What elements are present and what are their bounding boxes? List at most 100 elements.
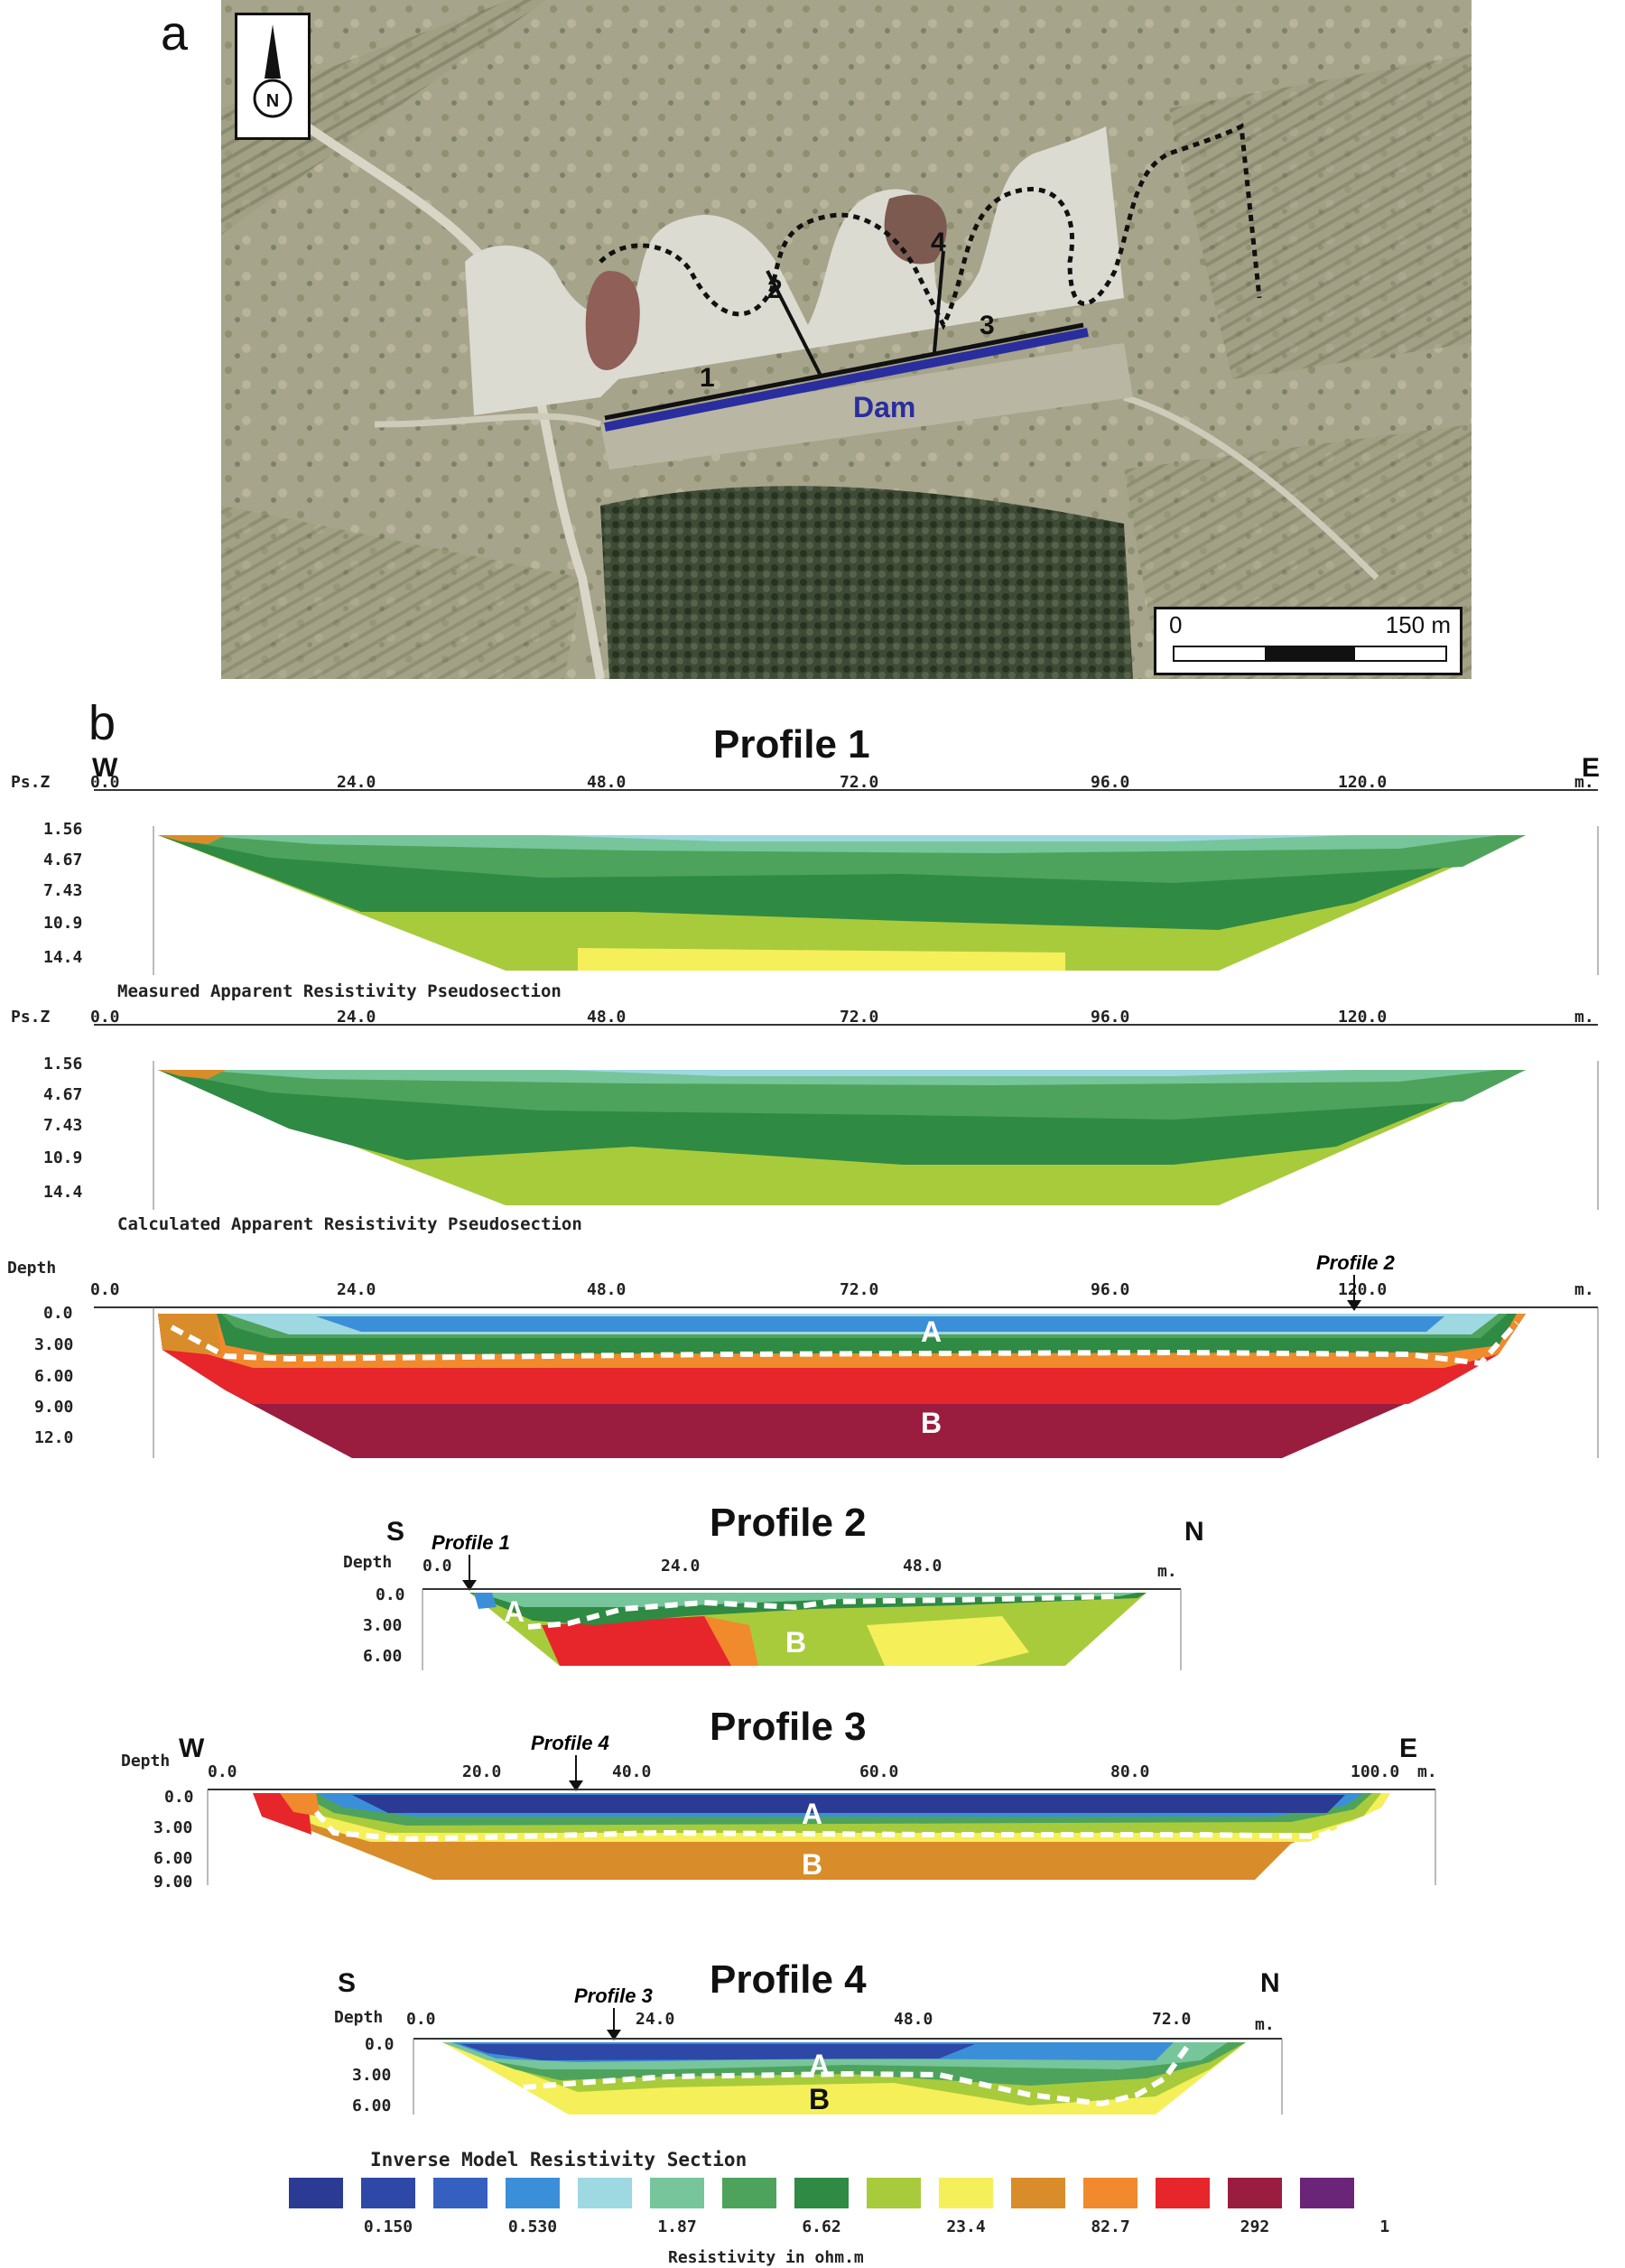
p1c-depth-4: 14.4 [43, 1183, 83, 1202]
legend-title: Inverse Model Resistivity Section [370, 2149, 748, 2170]
profile2-ref-label: Profile 1 [432, 1531, 510, 1554]
legend-values: 0.150 0.530 1.87 6.62 23.4 82.7 292 1033 [364, 2217, 1390, 2236]
north-label: N [266, 91, 279, 111]
profile3-title: Profile 3 [710, 1705, 867, 1749]
p4-tick-2: 48.0 [894, 2010, 933, 2029]
p1i-depth-3: 9.00 [34, 1398, 73, 1417]
p1c-tick-1: 24.0 [337, 1008, 376, 1027]
p1c-tick-5: 120.0 [1338, 1008, 1387, 1027]
legend-swatch [1228, 2178, 1282, 2208]
p3-tick-2: 40.0 [612, 1762, 651, 1781]
p2-depth-0: 0.0 [376, 1585, 405, 1604]
profile2-zone-a: A [504, 1595, 525, 1628]
profile1-inverse-section: A B [153, 1307, 1599, 1458]
legend-swatch [361, 2178, 415, 2208]
p1i-tick-3: 72.0 [840, 1280, 878, 1299]
arrow-down-icon [607, 2030, 621, 2040]
profile4-zone-b: B [809, 2083, 830, 2115]
profile1-measured-caption: Measured Apparent Resistivity Pseudosect… [117, 981, 562, 1001]
profile2-title: Profile 2 [710, 1501, 867, 1545]
p2-unit: m. [1157, 1562, 1177, 1581]
legend-swatch [867, 2178, 921, 2208]
profile1-measured-section [153, 826, 1599, 975]
p1m-tick-5: 120.0 [1338, 773, 1387, 792]
resistivity-legend: Inverse Model Resistivity Section 0.150 0… [271, 2149, 1390, 2266]
profile3-zone-a: A [802, 1798, 822, 1830]
legend-swatch [1300, 2178, 1354, 2208]
legend-swatch [650, 2178, 704, 2208]
p3-depth-1: 3.00 [153, 1818, 192, 1837]
p1c-depth-2: 7.43 [43, 1116, 82, 1135]
profile1-measured-axis: 0.0 24.0 48.0 72.0 96.0 120.0 m. [90, 773, 1598, 792]
p1m-tick-3: 72.0 [840, 773, 878, 792]
p1c-unit: m. [1574, 1008, 1594, 1027]
p3-tick-0: 0.0 [208, 1762, 237, 1781]
profile3-ref-label: Profile 4 [531, 1732, 609, 1754]
scale-end: 150 m [1385, 611, 1451, 638]
p1c-depth-1: 4.67 [43, 1085, 82, 1104]
satellite-map: 1 2 3 4 Dam [221, 0, 1472, 680]
profile4-left: S [338, 1968, 357, 1998]
profile-number-3: 3 [980, 311, 995, 340]
profile1-calculated-depths: 1.56 4.67 7.43 10.9 14.4 [43, 1055, 83, 1202]
legend-value: 1033 [1379, 2217, 1390, 2236]
p2-tick-0: 0.0 [422, 1557, 452, 1576]
panel-b-label: b [88, 696, 116, 750]
profile4-depth-label: Depth [334, 2008, 383, 2027]
p4-tick-0: 0.0 [406, 2010, 436, 2029]
p1i-tick-1: 24.0 [337, 1280, 376, 1299]
p1i-tick-0: 0.0 [90, 1280, 120, 1299]
p1m-tick-4: 96.0 [1091, 773, 1129, 792]
p1i-tick-5: 120.0 [1338, 1280, 1387, 1299]
profile1-calculated-caption: Calculated Apparent Resistivity Pseudose… [117, 1214, 582, 1234]
legend-swatch [1083, 2178, 1138, 2208]
profile1-calculated-axis: 0.0 24.0 48.0 72.0 96.0 120.0 m. [90, 1008, 1598, 1027]
profile-number-2: 2 [767, 274, 783, 304]
legend-value: 23.4 [946, 2217, 986, 2236]
legend-value: 82.7 [1091, 2217, 1129, 2236]
p1m-tick-2: 48.0 [587, 773, 626, 792]
p3-depth-0: 0.0 [164, 1788, 194, 1807]
p1i-depth-2: 6.00 [34, 1367, 73, 1386]
p2-depth-1: 3.00 [363, 1616, 402, 1635]
p1c-tick-0: 0.0 [90, 1008, 120, 1027]
legend-value: 0.530 [508, 2217, 557, 2236]
p1m-tick-1: 24.0 [337, 773, 376, 792]
profile-number-4: 4 [931, 228, 946, 257]
legend-swatch [578, 2178, 632, 2208]
profile3-section: Profile 4 Depth 0.0 20.0 40.0 60.0 80.0 … [121, 1732, 1437, 1889]
p1i-tick-2: 48.0 [587, 1280, 626, 1299]
profile4-ref-label: Profile 3 [574, 1984, 653, 2007]
p3-tick-1: 20.0 [462, 1762, 501, 1781]
p1c-tick-3: 72.0 [840, 1008, 878, 1027]
profile1-ref-label: Profile 2 [1316, 1251, 1396, 1274]
legend-swatches [289, 2178, 1354, 2208]
arrow-down-icon [462, 1580, 477, 1591]
legend-value: 1.87 [657, 2217, 696, 2236]
profile1-calculated-section [153, 1061, 1599, 1210]
profile1-inverse-depths: 0.0 3.00 6.00 9.00 12.0 [34, 1304, 73, 1447]
profile3-zone-b: B [802, 1848, 822, 1881]
p1c-tick-2: 48.0 [587, 1008, 626, 1027]
profile2-zone-b: B [785, 1626, 806, 1659]
profile3-depth-label: Depth [121, 1752, 170, 1771]
p4-tick-3: 72.0 [1152, 2010, 1191, 2029]
arrow-down-icon [569, 1780, 583, 1791]
p1i-unit: m. [1574, 1280, 1594, 1299]
p4-depth-1: 3.00 [352, 2066, 391, 2085]
p3-tick-4: 80.0 [1110, 1762, 1149, 1781]
north-arrow: N [235, 13, 311, 140]
p1c-tick-4: 96.0 [1091, 1008, 1129, 1027]
p3-depth-2: 6.00 [153, 1849, 192, 1868]
profile1-title: Profile 1 [713, 722, 870, 767]
profile1-east: E [1582, 753, 1601, 783]
legend-swatch [289, 2178, 343, 2208]
panel-a-label: a [161, 6, 189, 60]
p1m-depth-2: 7.43 [43, 881, 82, 900]
legend-swatch [722, 2178, 776, 2208]
profile2-depth-label: Depth [343, 1553, 392, 1572]
profile2-left: S [386, 1517, 405, 1547]
profile1-zone-a: A [921, 1315, 942, 1348]
profile4-section: Profile 3 Depth 0.0 24.0 48.0 72.0 m. 0.… [334, 1984, 1283, 2115]
legend-value: 6.62 [802, 2217, 840, 2236]
